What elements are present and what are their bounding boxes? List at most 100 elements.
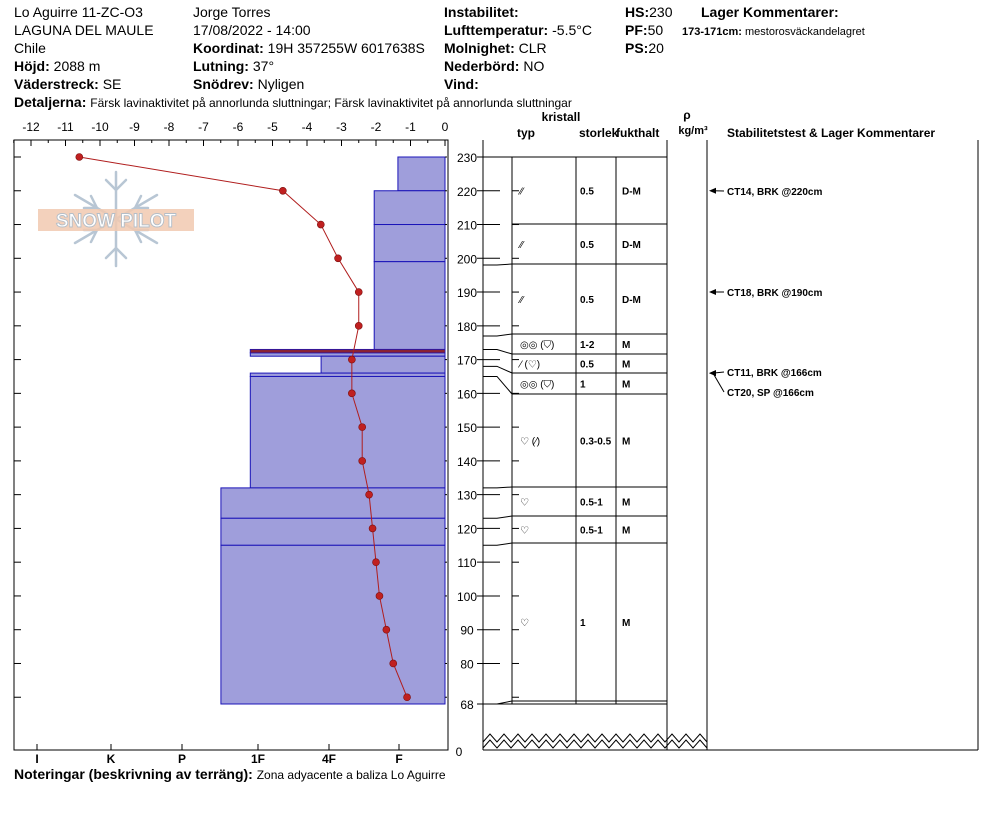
layer-grain-type: ⁄ (♡): [517, 360, 540, 371]
layer-moisture: M: [622, 618, 630, 629]
layer-grain-size: 1-2: [580, 340, 595, 351]
height-tick-label: 180: [457, 320, 477, 334]
stratigraphy-table: ⁄⁄ 0.5 D-M ⁄⁄ 0.5 D-M ⁄⁄ 0.5 D-M ◎◎ (⛉) 1-2 M ⁄ (♡) 0…: [482, 140, 979, 751]
stability-test-label: CT20, SP @166cm: [727, 388, 814, 399]
moisture-header: fukthalt: [616, 126, 659, 140]
stability-leader: [712, 372, 725, 393]
logo-text: SNOW PILOT: [56, 211, 177, 232]
hardness-bar: [249, 352, 446, 357]
layer-grain-type: ♡: [520, 498, 529, 509]
temperature-point: [334, 254, 342, 263]
crystal-header: kristall: [542, 110, 581, 124]
temperature-point: [382, 625, 391, 634]
layer-grain-type: ⁄⁄: [517, 295, 525, 306]
observer: Jorge Torres: [193, 4, 271, 20]
hardness-bar: [220, 487, 446, 519]
height-tick-label: 130: [457, 489, 477, 503]
temperature-point: [358, 423, 367, 431]
height-tick-label: 80: [460, 657, 474, 671]
temp-tick-label: -2: [371, 120, 382, 134]
hardness-tick-label: 4F: [322, 752, 336, 766]
pf-label: PF:: [625, 22, 648, 38]
column-headers: kristall typ storlek fukthalt ρ kg/m³ St…: [517, 108, 935, 140]
temperature-point: [358, 457, 367, 465]
height-tick-label: 160: [457, 387, 477, 401]
layer-connector: [483, 700, 513, 705]
temp-tick-label: -6: [233, 120, 244, 134]
hardness-tick-label: K: [107, 752, 116, 766]
temperature-point: [375, 592, 384, 600]
hardness-axis: I K P 1F 4F F: [35, 744, 403, 766]
aspect: Väderstreck: SE: [14, 76, 121, 92]
temperature-point: [348, 355, 356, 364]
layer-moisture: D-M: [622, 187, 641, 198]
hs-label: HS:: [625, 4, 650, 20]
layer-connector: [483, 375, 513, 395]
hardness-tick-label: F: [395, 752, 402, 766]
rho-header: ρ: [683, 108, 690, 122]
layer-moisture: M: [622, 360, 630, 371]
axis-break-zigzag: [482, 739, 708, 749]
ps-label: PS:: [625, 40, 649, 56]
wind-loading: Snödrev: Nyligen: [193, 76, 304, 92]
snow-pilot-logo: SNOW PILOT: [38, 170, 194, 268]
elevation-value: 2088 m: [53, 58, 101, 74]
air-temperature: Lufttemperatur: -5.5°C: [444, 22, 592, 38]
height-axis: 230 220 210 200 190 180 170 160 150 140 130 120 110 1…: [14, 140, 500, 759]
layer-grain-type: ◎◎ (⛉): [520, 340, 554, 351]
temp-tick-label: -10: [91, 120, 109, 134]
hardness-bar: [397, 156, 446, 192]
ps-value: 20: [648, 40, 664, 56]
height-break-label: 0: [456, 745, 463, 759]
temp-tick-label: -9: [129, 120, 140, 134]
layer-grain-size: 1: [580, 380, 586, 391]
height-tick-label: 100: [457, 590, 477, 604]
layer-connector: [483, 263, 513, 266]
sky: Molnighet: CLR: [444, 40, 547, 56]
hs: HS:230: [625, 4, 672, 20]
stability-test-label: CT11, BRK @166cm: [727, 368, 822, 379]
temperature-point: [365, 490, 373, 499]
layer-comment-text: mestorosväckandelagret: [745, 26, 865, 38]
details: Detaljerna: Färsk lavinaktivitet på anno…: [14, 94, 572, 111]
range: LAGUNA DEL MAULE: [14, 22, 154, 38]
ps: PS:20: [625, 40, 664, 56]
temperature-point: [372, 558, 380, 566]
details-label: Detaljerna:: [14, 94, 87, 110]
hardness-bar: [220, 544, 446, 705]
precip-label: Nederbörd:: [444, 58, 520, 74]
layer-comment: 173-171cm: mestorosväckandelagret: [682, 24, 865, 40]
notes: Noteringar (beskrivning av terräng): Zon…: [14, 766, 446, 783]
layer-connector: [483, 515, 513, 519]
layer-moisture: M: [622, 437, 630, 448]
layer-grain-type: ⁄⁄: [517, 240, 525, 251]
layer-connector: [483, 542, 513, 546]
coord-label: Koordinat:: [193, 40, 264, 56]
layer-grain-type: ◎◎ (⛉): [520, 380, 554, 391]
height-tick-label: 90: [460, 624, 474, 638]
height-tick-label: 190: [457, 286, 477, 300]
slope: Lutning: 37°: [193, 58, 274, 74]
layer-moisture: M: [622, 380, 630, 391]
weak-layer-mark: [250, 349, 446, 354]
height-tick-label: 200: [457, 252, 477, 266]
layer-grain-size: 0.5: [580, 360, 594, 371]
wind-label: Vind:: [444, 76, 479, 92]
hardness-bar: [373, 224, 446, 263]
notes-label: Noteringar (beskrivning av terräng):: [14, 766, 253, 782]
temp-tick-label: -4: [302, 120, 313, 134]
height-tick-label: 170: [457, 354, 477, 368]
country: Chile: [14, 40, 46, 56]
wind-loading-label: Snödrev:: [193, 76, 254, 92]
pf: PF:50: [625, 22, 663, 38]
layer-grain-size: 0.5-1: [580, 498, 603, 509]
height-tick-label: 140: [457, 455, 477, 469]
hardness-bar: [220, 517, 446, 546]
temperature-point: [75, 153, 84, 161]
height-tick-label: 230: [457, 151, 477, 165]
sky-value: CLR: [518, 40, 547, 56]
layer-grain-type: ♡: [520, 526, 529, 537]
layer-connector: [483, 486, 513, 489]
height-tick-label: 150: [457, 421, 477, 435]
